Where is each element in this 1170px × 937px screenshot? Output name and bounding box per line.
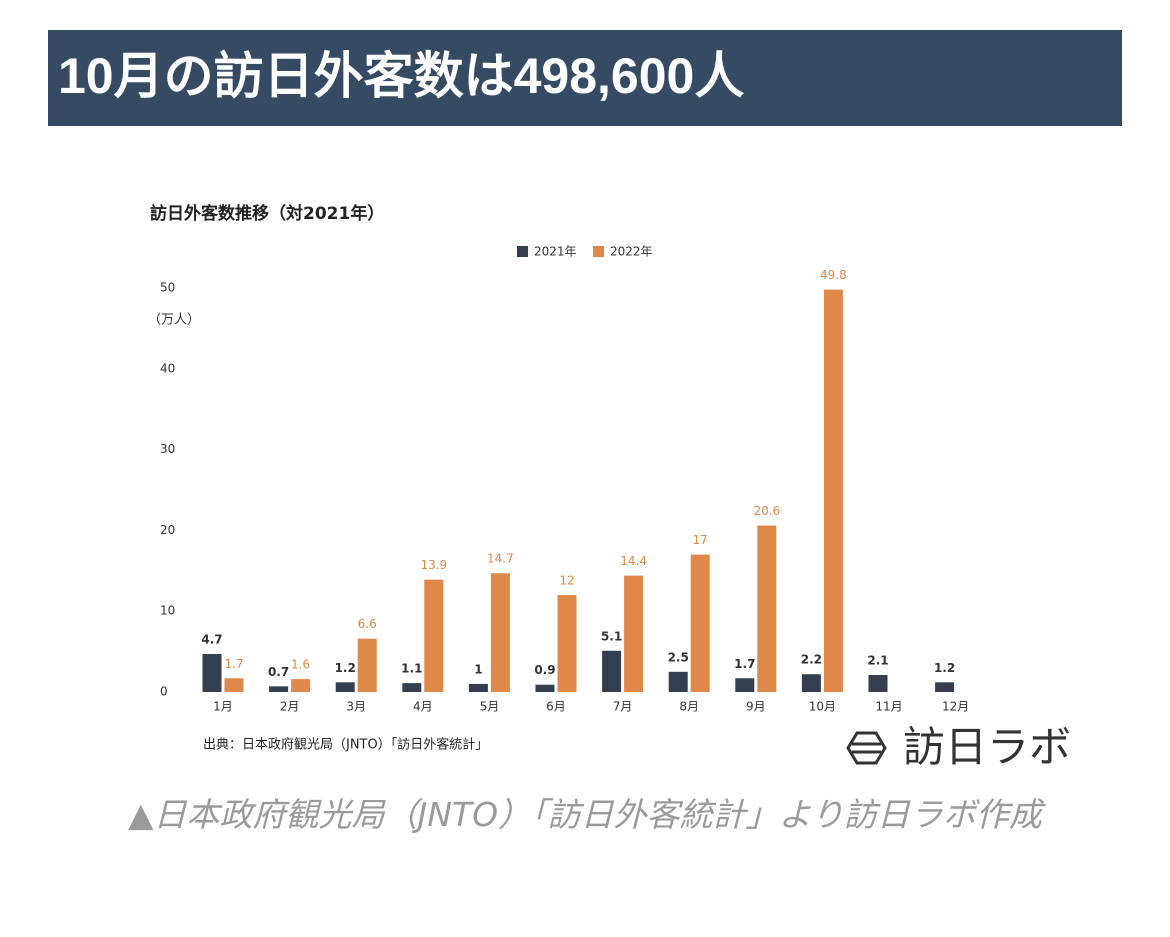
value-label: 2.2 [801,653,822,667]
source: 出典：日本政府観光局（JNTO）「訪日外客統計」 [203,737,488,753]
bar [424,579,444,692]
x-tick-label: 6月 [546,700,566,714]
bar [602,650,622,692]
value-label: 4.7 [201,633,222,647]
logo: 訪日ラボ [903,723,1071,772]
x-tick-label: 3月 [346,700,366,714]
x-tick-label: 10月 [809,700,836,714]
bar [535,684,555,692]
bar [402,683,422,692]
legend-swatch [593,246,604,257]
bar [269,686,289,692]
bar [690,554,710,692]
logo-icon [846,731,887,765]
value-label: 0.9 [534,663,555,677]
value-label: 1.7 [734,657,755,671]
value-label: 49.8 [820,268,847,282]
x-tick-label: 1月 [213,700,233,714]
bar [224,678,244,692]
bar [357,638,377,692]
y-tick-label: 20 [160,523,175,537]
y-tick-label: 50 [160,281,175,295]
y-tick-label: 40 [160,361,175,375]
value-label: 2.1 [867,654,888,668]
value-label: 1.6 [291,658,310,672]
x-tick-label: 7月 [613,700,633,714]
value-label: 20.6 [753,504,780,518]
bar [868,675,888,692]
value-label: 13.9 [420,558,447,572]
bar [823,289,843,692]
value-label: 2.5 [668,650,689,664]
bar [557,595,577,692]
x-tick-label: 8月 [679,700,699,714]
value-label: 1.2 [934,661,955,675]
bar [490,573,510,692]
bar [735,678,755,692]
header-title: 10月の訪日外客数は498,600人 [58,48,744,104]
bar [291,679,311,692]
bar [202,654,222,692]
bar [335,682,355,692]
y-tick-label: 0 [160,685,168,699]
value-label: 5.1 [601,629,622,643]
x-tick-label: 11月 [875,700,902,714]
chart-title: 訪日外客数推移（対2021年） [150,203,384,224]
chart: 10月の訪日外客数は498,600人 訪日外客数推移（対2021年） （万人） … [48,30,1122,772]
value-label: 6.6 [358,617,377,631]
value-label: 14.7 [487,552,514,566]
bar [757,525,777,692]
bar [624,575,644,692]
bar [801,674,821,692]
y-tick-label: 30 [160,442,175,456]
value-label: 17 [693,533,708,547]
value-label: 14.4 [620,554,647,568]
legend-label: 2022年 [610,245,653,259]
x-tick-label: 5月 [480,700,500,714]
value-label: 12 [559,574,574,588]
x-tick-label: 2月 [280,700,300,714]
header-bar [48,30,1122,126]
value-label: 1.2 [335,661,356,675]
legend-label: 2021年 [534,245,577,259]
value-label: 1 [474,662,482,676]
x-tick-label: 9月 [746,700,766,714]
x-tick-label: 4月 [413,700,433,714]
bar [668,671,688,692]
legend-swatch [517,246,528,257]
bar [935,682,955,692]
y-tick-label: 10 [160,604,175,618]
y-axis-label: （万人） [148,313,200,328]
bar [468,683,488,692]
caption: ▲日本政府観光局（JNTO）「訪日外客統計」より訪日ラボ作成 [128,795,1042,834]
value-label: 0.7 [268,665,289,679]
value-label: 1.7 [224,657,243,671]
value-label: 1.1 [401,662,422,676]
x-tick-label: 12月 [942,700,969,714]
